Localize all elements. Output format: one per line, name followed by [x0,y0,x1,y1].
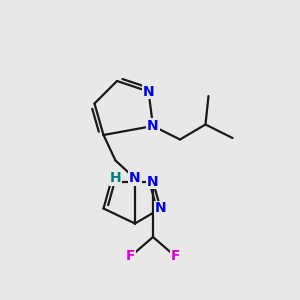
Text: N: N [129,172,141,185]
Text: F: F [171,250,180,263]
Text: N: N [147,175,159,188]
Text: N: N [155,202,166,215]
Text: F: F [126,250,135,263]
Text: N: N [143,85,154,98]
Text: N: N [147,119,159,133]
Text: H: H [110,172,121,185]
